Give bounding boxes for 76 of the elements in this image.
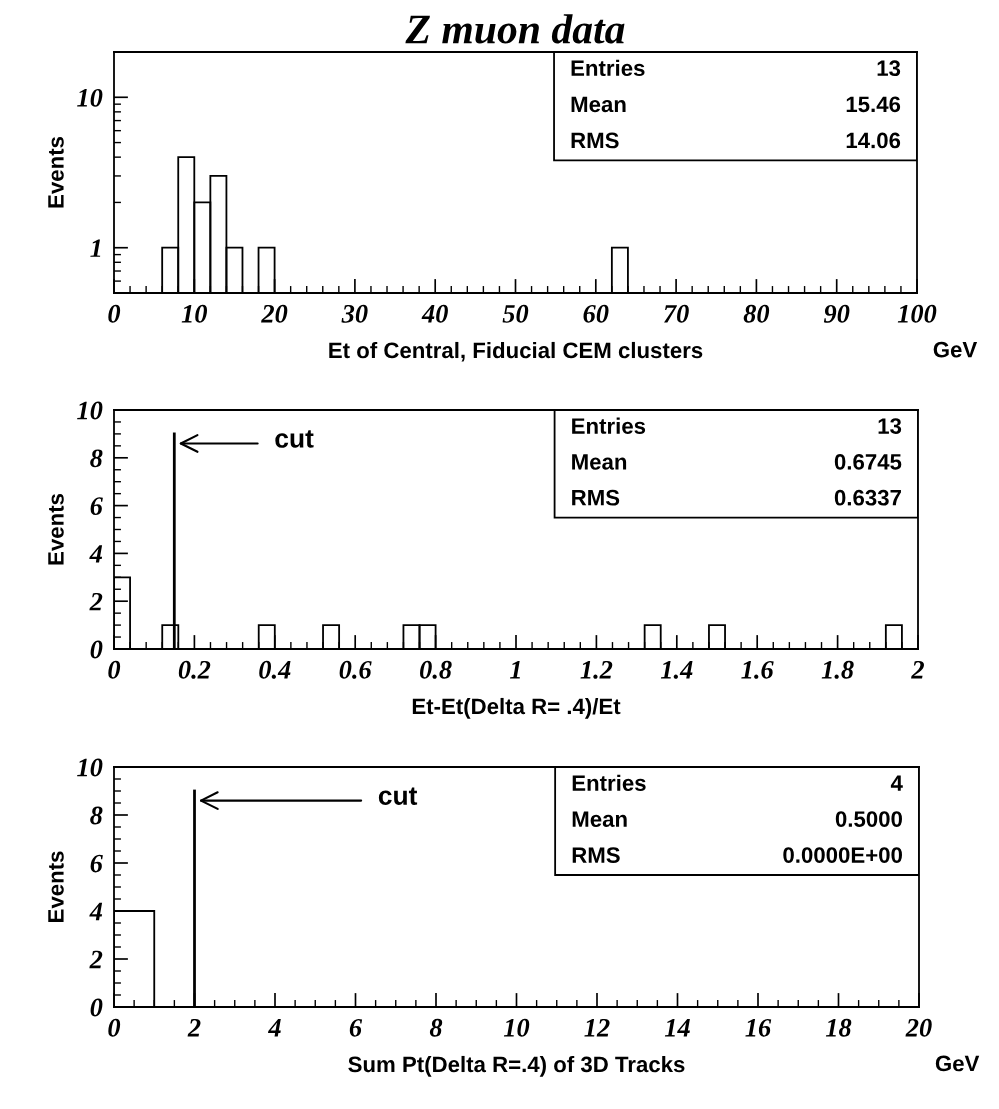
x-tick-label: 18 [825, 1018, 852, 1037]
x-tick-label: 14 [664, 1019, 690, 1037]
x-tick-label: 80 [743, 304, 770, 323]
x-tick-label: 0 [108, 1018, 121, 1037]
x-tick-label: 40 [421, 304, 448, 323]
x-tick-label: 0.2 [178, 660, 211, 679]
annotation: 0.0000E+00 [783, 847, 902, 863]
x-axis-title: Et of Central, Fiducial CEM clusters [329, 341, 703, 362]
y-tick-label: 6 [90, 854, 103, 873]
annotation: Mean [572, 811, 627, 827]
x-tick-label: 50 [502, 304, 529, 323]
annotation: Entries [572, 417, 646, 434]
x-tick-label: 1.6 [741, 660, 774, 679]
annotation: Entries [571, 59, 645, 77]
x-tick-label: 0.8 [420, 660, 452, 679]
ref-line-label: cut [275, 430, 314, 448]
x-tick-label: 1 [510, 661, 520, 679]
x-axis-title: Et-Et(Delta R= .4)/Et [412, 697, 621, 719]
annotation: 13 [878, 418, 902, 434]
y-tick-label: 0 [90, 998, 103, 1017]
ref-line-label: cut [378, 787, 418, 805]
x-tick-label: 4 [267, 1019, 281, 1037]
annotation: RMS [571, 132, 619, 149]
y-tick-label: 8 [90, 806, 103, 825]
y-tick-label: 8 [90, 449, 103, 468]
annotation: RMS [572, 489, 620, 506]
annotation: RMS [572, 847, 620, 863]
x-tick-label: 10 [503, 1018, 530, 1037]
y-axis-title: Events [48, 136, 64, 208]
x-tick-label: 0.4 [259, 660, 291, 679]
annotation: Mean [572, 454, 627, 470]
x-tick-label: 8 [429, 1018, 443, 1037]
annotation: 0.5000 [835, 811, 902, 827]
y-axis-title: Events [48, 851, 64, 922]
text: GeV [935, 1055, 980, 1072]
x-axis-title: Sum Pt(Delta R=.4) of 3D Tracks [348, 1055, 685, 1077]
annotation: 14.06 [846, 132, 901, 149]
y-tick-label: 4 [89, 545, 103, 563]
y-tick-label: 10 [77, 88, 103, 107]
x-tick-label: 1.4 [660, 661, 693, 679]
x-tick-label: 6 [349, 1018, 363, 1037]
x-tick-label: 60 [583, 304, 609, 323]
annotation: 13 [877, 60, 901, 77]
text: GeV [933, 341, 978, 358]
x-tick-label: 20 [261, 304, 288, 323]
x-tick-label: 90 [823, 304, 850, 323]
annotation: 15.46 [846, 96, 901, 113]
annotation: 0.6745 [834, 454, 902, 470]
chart-title: Z muon data [405, 14, 625, 44]
x-tick-label: 100 [897, 304, 937, 323]
x-tick-label: 10 [181, 304, 208, 323]
annotation: Mean [571, 96, 626, 113]
y-tick-label: 10 [77, 758, 103, 777]
x-tick-label: 0 [108, 304, 121, 323]
annotation: 0.6337 [834, 489, 901, 506]
x-tick-label: 70 [664, 304, 689, 323]
x-tick-label: 12 [584, 1018, 610, 1037]
y-tick-label: 6 [90, 497, 103, 516]
x-tick-label: 20 [905, 1018, 932, 1037]
x-tick-label: 1.8 [821, 660, 854, 679]
x-tick-label: 0.6 [339, 660, 372, 679]
y-tick-label: 10 [77, 401, 103, 420]
y-tick-label: 4 [89, 902, 103, 921]
x-tick-label: 16 [745, 1018, 772, 1037]
y-tick-label: 0 [90, 640, 103, 659]
x-tick-label: 2 [187, 1018, 201, 1037]
y-tick-label: 2 [89, 950, 103, 969]
y-tick-label: 2 [89, 592, 103, 611]
x-tick-label: 0 [108, 660, 121, 679]
y-axis-title: Events [48, 493, 64, 565]
annotation: Entries [572, 774, 646, 791]
x-tick-label: 30 [341, 304, 368, 323]
x-tick-label: 1.2 [580, 660, 613, 679]
x-tick-label: 2 [911, 660, 924, 679]
annotation: 4 [890, 775, 903, 791]
y-tick-label: 1 [90, 239, 101, 257]
